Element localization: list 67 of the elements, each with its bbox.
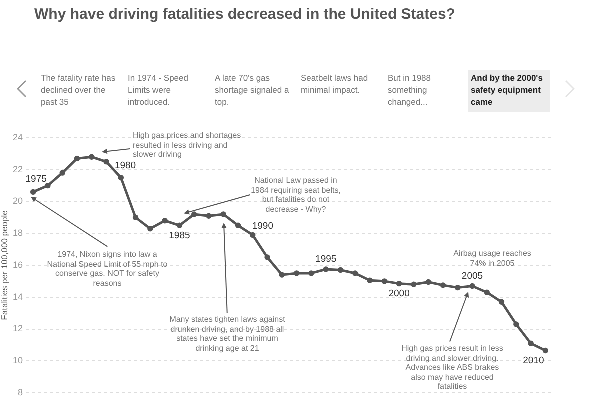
text: And by the 2000's safety equipment came <box>468 70 550 112</box>
point <box>528 340 534 346</box>
y-tick-label: 16 <box>12 260 23 270</box>
point <box>484 290 490 296</box>
point <box>454 284 461 291</box>
text: But in 1988 something changed... <box>387 72 432 109</box>
point <box>162 218 168 224</box>
y-axis-title: Fatalities per 100,000 people <box>0 210 10 320</box>
point <box>426 279 432 286</box>
annotation: 2005 <box>462 270 484 282</box>
point <box>498 299 505 306</box>
point <box>470 283 476 290</box>
annotation: High gas prices and shortages resulted in less driving and slower driving <box>133 131 242 160</box>
point <box>440 282 446 288</box>
y-tick-label: 12 <box>12 324 23 334</box>
point <box>89 154 95 160</box>
point <box>411 282 417 288</box>
point <box>308 270 314 276</box>
annotation: 1995 <box>316 254 337 266</box>
annotation: 1974, Nixon signs into law a National Speed Limit of 55 mph to conserve gas. NOT for safety reasons <box>46 250 169 288</box>
text: A late 70's gas shortage signaled a top. <box>214 72 290 109</box>
point <box>250 232 256 238</box>
text: The fatality rate has declined over the past 35 <box>40 72 117 109</box>
point <box>74 156 80 162</box>
annotation: 1990 <box>252 220 274 232</box>
point <box>176 222 183 229</box>
y-tick-label: 22 <box>12 164 23 174</box>
annotation: 1980 <box>114 160 136 172</box>
annotation: 2010 <box>523 355 544 366</box>
annotation: National Law passed in 1984 requiring seat belts, but fatalities do not decrease - Why? <box>250 176 342 214</box>
point <box>264 254 270 260</box>
point <box>104 159 110 165</box>
point <box>323 266 329 272</box>
y-tick-label: 24 <box>12 132 23 142</box>
y-tick-label: 14 <box>12 292 23 302</box>
point <box>382 278 388 284</box>
annotation: 1985 <box>169 230 190 242</box>
text: In 1974 - Speed Limits were introduced. <box>127 72 190 109</box>
text: Seatbelt laws had minimal impact. <box>300 72 370 97</box>
point <box>132 214 139 221</box>
chart-title: Why have driving fatalities decreased in the United States? <box>34 6 456 23</box>
annotation: High gas prices result in less driving and slower driving. Advances like ABS brakes also may have reduced fatalities <box>400 344 504 392</box>
point <box>396 280 402 287</box>
point <box>206 213 212 219</box>
point <box>338 267 344 274</box>
y-tick-label: 18 <box>12 228 23 238</box>
point <box>294 270 300 276</box>
annotation: Many states tighten laws against drunken driving, and by 1988 all states have set the minimum drinking age at 21 <box>168 315 286 353</box>
point <box>514 322 520 328</box>
point <box>279 272 286 278</box>
y-tick-label: 10 <box>12 356 23 366</box>
point <box>118 174 124 181</box>
annotation: 2000 <box>388 288 410 300</box>
annotation: 1975 <box>26 174 47 185</box>
point <box>235 222 242 229</box>
point <box>542 348 549 354</box>
point <box>60 170 66 176</box>
point <box>148 226 154 232</box>
point <box>220 212 226 218</box>
point <box>45 182 51 189</box>
y-tick-label: 20 <box>12 196 23 206</box>
y-tick-label: 8 <box>18 387 23 398</box>
point <box>191 212 198 218</box>
point <box>367 278 373 284</box>
point <box>352 270 358 276</box>
annotation: Airbag usage reaches 74% in 2005 <box>452 249 532 268</box>
point <box>30 189 36 196</box>
